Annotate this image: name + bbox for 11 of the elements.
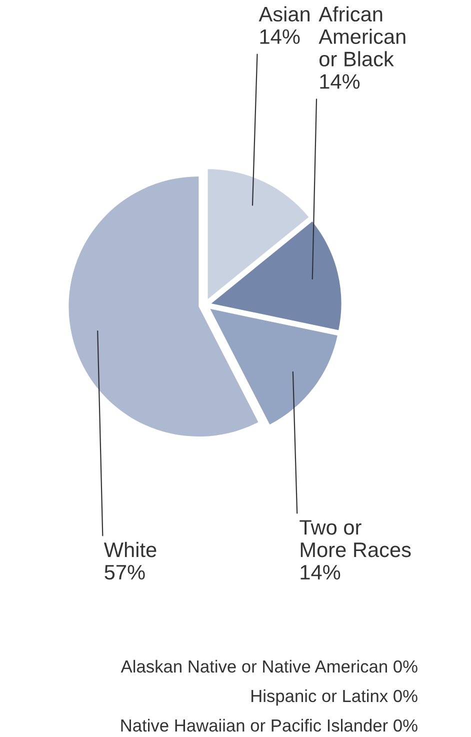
slice-label: Asian [258,6,310,22]
category-label: Alaskan Native or Native American 0% [120,660,418,673]
slice-label: Two or More Races [300,520,411,558]
data-label: 14% [260,29,300,44]
data-label: 14% [320,74,360,89]
category-label: Hispanic or Latinx 0% [252,689,418,706]
slice-label: White [104,542,156,558]
data-label: 57% [104,564,145,580]
data-label: 14% [300,564,340,580]
category-label: Native Hawaiian or Pacific Islander 0% [121,718,418,732]
slice-label: African American or Black [318,6,406,66]
